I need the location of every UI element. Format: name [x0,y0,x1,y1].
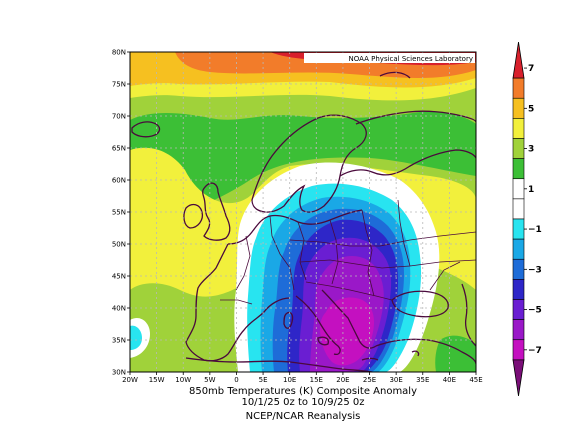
lon-tick-label: 25E [363,376,376,384]
colorbar-swatch [512,319,525,341]
colorbar-label: −7 [528,346,542,356]
colorbar-swatch [512,279,525,300]
colorbar-swatch [512,138,525,159]
lon-tick-label: 5W [204,376,215,384]
lon-tick-label: 15W [149,376,165,384]
lon-tick-label: 35E [416,376,429,384]
colorbar-swatch [512,41,525,79]
lon-tick-label: 10E [283,376,296,384]
credit-text: NOAA Physical Sciences Laboratory [349,55,473,63]
lat-tick-label: 60N [112,177,126,185]
map-ticks [127,51,477,375]
caption-line-1: 850mb Temperatures (K) Composite Anomaly [188,386,418,397]
graticule [130,52,476,372]
colorbar-swatch [512,339,525,361]
lat-tick-label: 80N [112,49,126,57]
colorbar-label: 5 [528,104,534,114]
lat-tick-label: 75N [112,81,126,89]
lat-tick-label: 70N [112,113,126,121]
colorbar-swatch [512,158,525,180]
caption-line-2: 10/1/25 0z to 10/9/25 0z [241,397,365,408]
colorbar-swatch [512,299,525,320]
caption-line-3: NCEP/NCAR Reanalysis [245,411,361,422]
colorbar-label: 3 [528,145,534,155]
lon-tick-label: 30E [389,376,402,384]
colorbar-swatch [512,77,525,99]
lon-tick-label: 45E [469,376,482,384]
lat-tick-label: 45N [112,273,126,281]
credit-box [304,53,475,63]
colorbar-swatch [512,118,525,139]
colorbar-swatch [512,218,525,240]
lon-tick-label: 0 [234,376,238,384]
colorbar [512,41,527,397]
lon-tick-label: 5E [259,376,268,384]
colorbar-swatch [512,198,525,220]
colorbar-swatch [512,359,525,397]
colorbar-label: 1 [528,185,534,195]
colorbar-label: −1 [528,225,542,235]
country-borders [220,199,476,305]
lat-tick-label: 35N [112,337,126,345]
colorbar-label: −5 [528,306,542,316]
colorbar-label: 7 [528,64,534,74]
lon-tick-label: 20E [336,376,349,384]
colorbar-swatch [512,258,525,280]
lon-tick-label: 15E [310,376,323,384]
lat-tick-label: 30N [112,369,126,377]
lon-tick-label: 40E [443,376,456,384]
colorbar-swatch [512,178,525,200]
lat-tick-label: 50N [112,241,126,249]
lon-tick-label: 20W [122,376,138,384]
colorbar-swatch [512,97,525,119]
lat-tick-label: 65N [112,145,126,153]
colorbar-label: −3 [528,265,542,275]
lon-tick-label: 10W [175,376,191,384]
lat-tick-label: 55N [112,209,126,217]
coastlines [131,71,476,372]
colorbar-swatch [512,238,525,260]
lat-tick-label: 40N [112,305,126,313]
